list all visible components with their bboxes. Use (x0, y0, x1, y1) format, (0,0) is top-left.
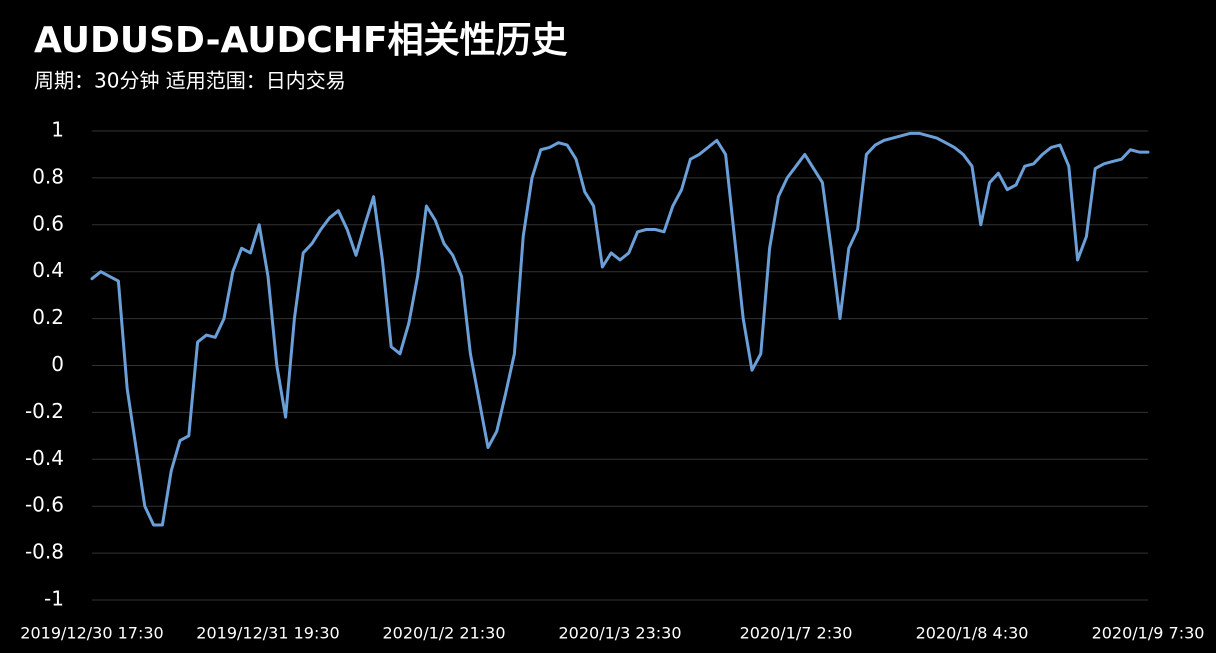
chart-subtitle: 周期：30分钟 适用范围：日内交易 (34, 69, 346, 93)
y-tick-label: -0.2 (25, 399, 64, 423)
y-tick-label: 0.2 (32, 305, 64, 329)
y-tick-label: -1 (44, 587, 64, 611)
x-tick-label: 2020/1/2 21:30 (382, 624, 505, 643)
y-tick-label: -0.8 (25, 540, 64, 564)
x-tick-label: 2020/1/8 4:30 (916, 624, 1029, 643)
data-line (90, 131, 1150, 527)
chart-title: AUDUSD-AUDCHF相关性历史 (34, 20, 568, 61)
y-tick-label: 0 (51, 352, 64, 376)
y-tick-label: 0.8 (32, 164, 64, 188)
y-tick-label: 0.6 (32, 211, 64, 235)
y-tick-label: 0.4 (32, 258, 64, 282)
x-tick-label: 2020/1/9 7:30 (1092, 624, 1205, 643)
y-tick-label: 1 (51, 118, 64, 142)
x-tick-label: 2019/12/30 17:30 (20, 624, 163, 643)
y-tick-label: -0.4 (25, 446, 64, 470)
y-tick-label: -0.6 (25, 493, 64, 517)
x-tick-label: 2020/1/3 23:30 (558, 624, 681, 643)
x-tick-label: 2020/1/7 2:30 (740, 624, 853, 643)
x-tick-label: 2019/12/31 19:30 (196, 624, 339, 643)
